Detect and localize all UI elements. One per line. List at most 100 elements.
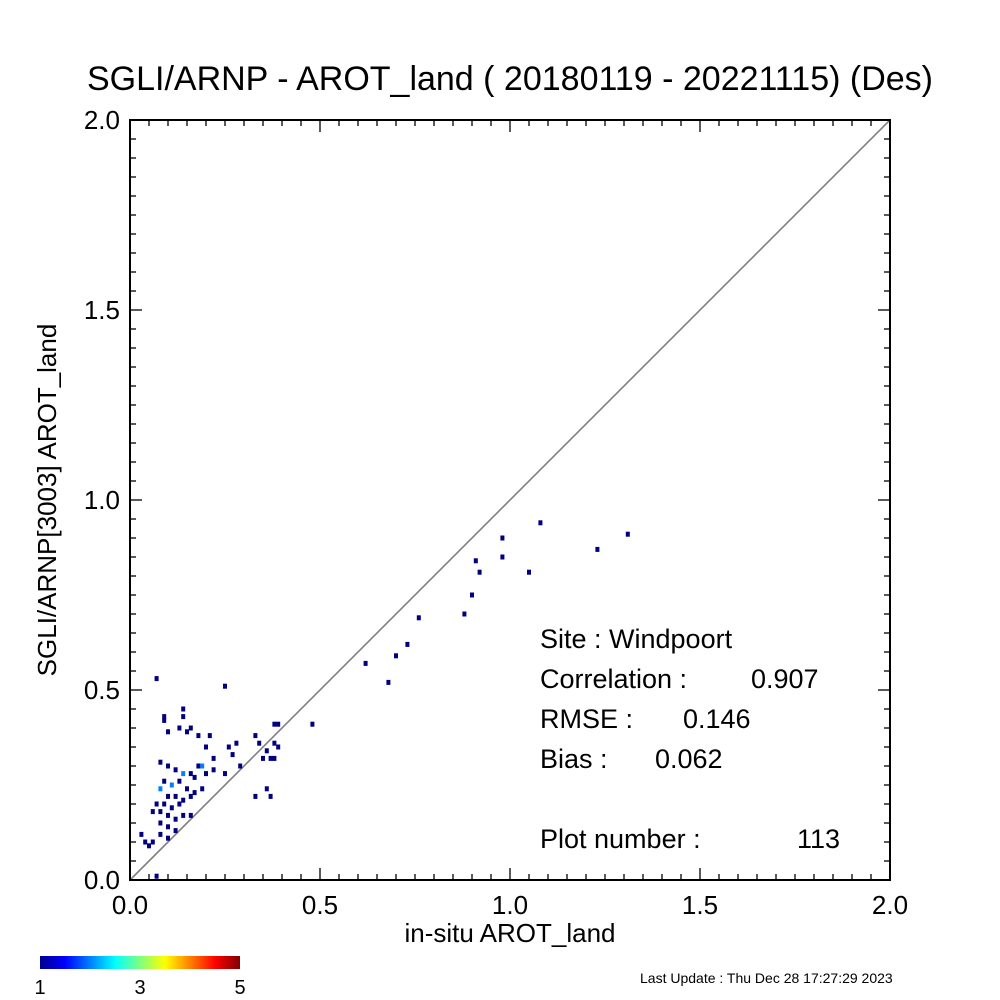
colorbar-max-label: 5 bbox=[234, 977, 245, 999]
scatter-point bbox=[188, 812, 193, 818]
scatter-point bbox=[188, 725, 193, 731]
scatter-point bbox=[276, 744, 281, 750]
scatter-point bbox=[188, 793, 193, 799]
scatter-point bbox=[139, 831, 144, 837]
y-tick-label: 1.0 bbox=[84, 485, 120, 515]
scatter-point bbox=[268, 793, 273, 799]
scatter-point bbox=[500, 535, 505, 541]
plot-frame bbox=[129, 119, 891, 881]
scatter-point bbox=[234, 740, 239, 746]
scatter-point bbox=[158, 820, 163, 826]
bias-label: Bias : bbox=[540, 744, 608, 774]
scatter-point bbox=[177, 778, 182, 784]
y-tick-label: 1.5 bbox=[84, 295, 120, 325]
scatter-point bbox=[158, 809, 163, 815]
scatter-point bbox=[162, 717, 167, 723]
scatter-point bbox=[154, 676, 159, 682]
scatter-point bbox=[166, 729, 170, 735]
scatter-point bbox=[500, 554, 505, 560]
y-axis-label: SGLI/ARNP[3003] AROT_land bbox=[32, 324, 62, 677]
plot-number-label: Plot number : bbox=[540, 824, 701, 854]
scatter-point bbox=[181, 706, 186, 712]
scatter-point bbox=[462, 611, 467, 617]
scatter-point bbox=[272, 740, 277, 746]
scatter-point bbox=[276, 721, 281, 727]
scatter-point bbox=[477, 569, 482, 575]
scatter-point bbox=[169, 782, 174, 788]
scatter-point bbox=[188, 771, 193, 777]
colorbar-mid-label: 3 bbox=[134, 977, 145, 999]
scatter-point bbox=[363, 660, 368, 666]
scatter-point bbox=[223, 683, 227, 689]
stats-box: Site : Windpoort Correlation : 0.907 RMS… bbox=[540, 624, 840, 854]
correlation-value: 0.907 bbox=[751, 664, 819, 694]
scatter-point bbox=[173, 793, 178, 799]
scatter-point bbox=[473, 558, 478, 564]
scatter-point bbox=[166, 835, 170, 841]
scatter-point bbox=[150, 809, 155, 815]
scatter-point bbox=[196, 733, 201, 739]
x-axis-label: in-situ AROT_land bbox=[405, 918, 616, 948]
scatter-point bbox=[223, 771, 227, 777]
x-tick-label: 0.0 bbox=[112, 890, 148, 920]
scatter-point bbox=[147, 843, 151, 849]
scatter-point bbox=[158, 786, 163, 792]
scatter-point bbox=[204, 771, 208, 777]
x-tick-label: 0.5 bbox=[302, 890, 338, 920]
colorbar-gradient bbox=[40, 956, 240, 969]
y-tick-label: 0.5 bbox=[84, 675, 120, 705]
scatter-point bbox=[158, 831, 163, 837]
scatter-point bbox=[394, 653, 398, 659]
scatter-point bbox=[230, 752, 235, 758]
tick-labels: 0.0 0.5 1.0 1.5 2.0 0.0 0.5 1.0 1.5 2.0 bbox=[84, 105, 908, 920]
y-tick-label: 0.0 bbox=[84, 865, 120, 895]
colorbar-min-label: 1 bbox=[34, 977, 45, 999]
scatter-point bbox=[192, 790, 197, 796]
scatter-point bbox=[264, 786, 269, 792]
rmse-label: RMSE : bbox=[540, 704, 633, 734]
scatter-point bbox=[416, 615, 421, 621]
scatter-point bbox=[538, 520, 543, 526]
scatter-point bbox=[162, 714, 167, 720]
scatter-point bbox=[185, 786, 189, 792]
scatter-point bbox=[196, 763, 201, 769]
scatter-point bbox=[154, 801, 159, 807]
site-label: Site : Windpoort bbox=[540, 624, 733, 654]
scatter-point bbox=[181, 771, 186, 777]
x-tick-label: 2.0 bbox=[872, 890, 908, 920]
scatter-point bbox=[166, 763, 170, 769]
scatter-point bbox=[166, 793, 170, 799]
x-tick-label: 1.0 bbox=[492, 890, 528, 920]
plot-number-value: 113 bbox=[797, 824, 840, 854]
scatter-point bbox=[158, 759, 163, 765]
scatter-point bbox=[162, 801, 167, 807]
scatter-point bbox=[185, 729, 189, 735]
scatter-point bbox=[310, 721, 315, 727]
scatter-point bbox=[173, 828, 178, 834]
y-tick-label: 2.0 bbox=[84, 105, 120, 135]
scatter-point bbox=[470, 592, 474, 598]
scatter-point bbox=[272, 721, 277, 727]
scatter-point bbox=[268, 755, 273, 761]
scatter-point bbox=[166, 812, 170, 818]
scatter-point bbox=[595, 546, 600, 552]
x-tick-label: 1.5 bbox=[682, 890, 718, 920]
scatter-point bbox=[173, 816, 178, 822]
scatter-point bbox=[150, 839, 155, 845]
bias-value: 0.062 bbox=[655, 744, 723, 774]
scatter-point bbox=[177, 801, 182, 807]
scatter-point bbox=[272, 755, 277, 761]
scatter-point bbox=[154, 873, 159, 879]
scatter-point bbox=[386, 679, 391, 685]
scatter-point bbox=[204, 744, 208, 750]
scatter-point bbox=[192, 774, 197, 780]
one-to-one-line bbox=[129, 119, 891, 881]
scatter-point bbox=[253, 733, 258, 739]
scatter-point bbox=[257, 740, 262, 746]
scatter-point bbox=[264, 748, 269, 754]
chart-title: SGLI/ARNP - AROT_land ( 20180119 - 20221… bbox=[87, 60, 933, 98]
scatter-point bbox=[173, 767, 178, 773]
scatter-point bbox=[238, 763, 243, 769]
colorbar: 1 3 5 bbox=[34, 956, 246, 999]
